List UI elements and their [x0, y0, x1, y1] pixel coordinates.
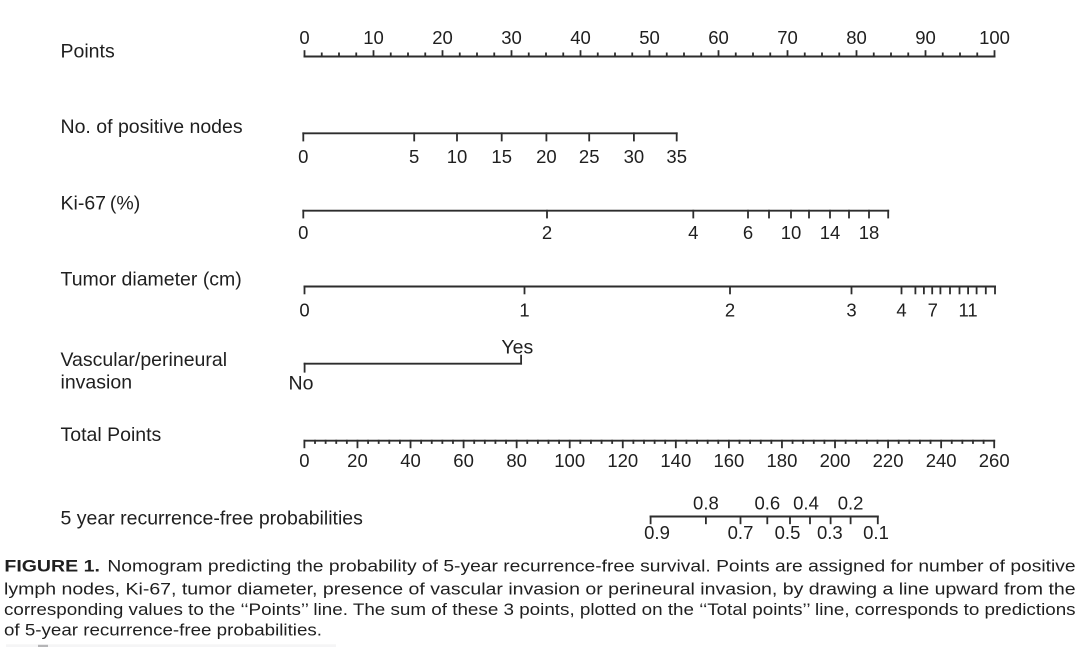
svg-text:100: 100: [554, 450, 585, 471]
svg-text:Ki-67 (%): Ki-67 (%): [61, 192, 141, 214]
svg-text:120: 120: [607, 450, 638, 471]
svg-text:240: 240: [926, 450, 957, 471]
svg-text:Tumor diameter (cm): Tumor diameter (cm): [61, 268, 242, 290]
svg-text:0: 0: [299, 27, 309, 48]
svg-text:0.2: 0.2: [838, 492, 864, 513]
svg-text:260: 260: [979, 450, 1010, 471]
svg-text:25: 25: [579, 146, 600, 167]
svg-text:20: 20: [347, 450, 368, 471]
svg-text:10: 10: [363, 27, 384, 48]
svg-text:50: 50: [639, 27, 660, 48]
svg-text:corresponding values to the ‘‘: corresponding values to the ‘‘Points’’ l…: [4, 601, 1076, 619]
svg-text:4: 4: [896, 300, 906, 321]
svg-text:70: 70: [777, 27, 798, 48]
svg-text:0: 0: [299, 450, 309, 471]
svg-text:140: 140: [660, 450, 691, 471]
svg-text:2: 2: [725, 300, 735, 321]
svg-text:200: 200: [820, 450, 851, 471]
svg-text:180: 180: [767, 450, 798, 471]
svg-text:60: 60: [708, 27, 729, 48]
svg-text:0.4: 0.4: [793, 492, 819, 513]
svg-text:0.3: 0.3: [817, 522, 843, 543]
svg-text:Vascular/perineural: Vascular/perineural: [61, 349, 228, 371]
svg-text:0.9: 0.9: [644, 522, 670, 543]
svg-text:30: 30: [501, 27, 522, 48]
svg-text:30: 30: [624, 146, 645, 167]
svg-text:0: 0: [298, 146, 308, 167]
svg-text:220: 220: [873, 450, 904, 471]
svg-text:18: 18: [859, 222, 880, 243]
svg-text:invasion: invasion: [61, 371, 133, 393]
svg-text:6: 6: [743, 222, 753, 243]
svg-text:100: 100: [979, 27, 1010, 48]
svg-text:40: 40: [400, 450, 421, 471]
svg-text:4: 4: [688, 222, 698, 243]
svg-text:0.6: 0.6: [754, 492, 780, 513]
svg-text:5 year recurrence-free probabi: 5 year recurrence-free probabilities: [61, 508, 364, 530]
svg-text:No: No: [289, 373, 314, 395]
svg-text:1: 1: [519, 300, 529, 321]
svg-text:3: 3: [846, 300, 856, 321]
svg-text:0.1: 0.1: [863, 522, 889, 543]
svg-text:5: 5: [409, 146, 419, 167]
svg-text:Points: Points: [61, 41, 115, 63]
svg-text:11: 11: [958, 300, 977, 321]
svg-text:0: 0: [298, 222, 308, 243]
svg-text:0.5: 0.5: [775, 522, 801, 543]
svg-text:Total Points: Total Points: [61, 424, 162, 446]
svg-text:0.7: 0.7: [728, 522, 754, 543]
svg-text:2: 2: [542, 222, 552, 243]
svg-text:lymph nodes, Ki-67, tumor diam: lymph nodes, Ki-67, tumor diameter, pres…: [4, 581, 1076, 599]
svg-text:No. of positive nodes: No. of positive nodes: [61, 116, 243, 138]
svg-text:10: 10: [781, 222, 802, 243]
svg-text:40: 40: [570, 27, 591, 48]
svg-text:80: 80: [506, 450, 527, 471]
svg-text:Yes: Yes: [501, 336, 533, 358]
svg-text:7: 7: [928, 300, 938, 321]
svg-text:0: 0: [299, 300, 309, 321]
svg-text:15: 15: [491, 146, 512, 167]
svg-text:60: 60: [453, 450, 474, 471]
svg-text:90: 90: [915, 27, 936, 48]
svg-text:Nomogram predicting the probab: Nomogram predicting the probability of 5…: [107, 558, 1075, 576]
svg-text:35: 35: [666, 146, 687, 167]
svg-text:14: 14: [820, 222, 841, 243]
svg-text:FIGURE 1.: FIGURE 1.: [4, 558, 100, 576]
svg-text:20: 20: [536, 146, 557, 167]
svg-text:160: 160: [713, 450, 744, 471]
svg-text:10: 10: [447, 146, 468, 167]
svg-text:80: 80: [846, 27, 867, 48]
svg-text:20: 20: [432, 27, 453, 48]
svg-text:0.8: 0.8: [693, 492, 719, 513]
svg-text:of 5-year recurrence-free prob: of 5-year recurrence-free probabilities.: [4, 622, 322, 640]
